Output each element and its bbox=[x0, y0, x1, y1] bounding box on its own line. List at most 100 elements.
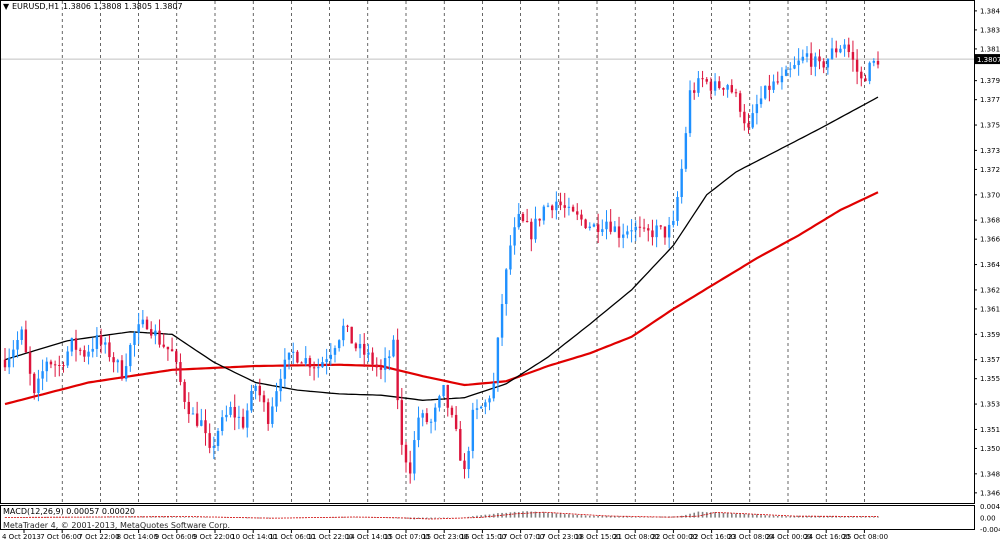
candle-body bbox=[312, 367, 316, 369]
moving-average-slow-line bbox=[4, 191, 879, 406]
y-axis-tick-label: 1.3735 bbox=[980, 147, 1000, 155]
macd-axis-label: -0.00471 bbox=[980, 526, 1000, 534]
candle-body bbox=[747, 123, 750, 128]
candle-body bbox=[108, 342, 111, 358]
y-axis-tick-label: 1.3680 bbox=[980, 217, 1000, 225]
candle-body bbox=[534, 218, 537, 240]
candle-body bbox=[776, 81, 779, 83]
candle-body bbox=[204, 420, 207, 434]
macd-plot-frame bbox=[0, 505, 975, 530]
candle-body bbox=[37, 378, 40, 394]
candle-body bbox=[793, 65, 796, 69]
candle-body bbox=[116, 360, 119, 363]
candle-body bbox=[16, 339, 19, 350]
macd-axis-label: 0.00 bbox=[980, 515, 996, 523]
candle-body bbox=[634, 226, 637, 231]
candle-body bbox=[492, 383, 495, 399]
x-axis-tick-label: 22 Oct 16:00 bbox=[690, 533, 736, 541]
candle-body bbox=[283, 359, 287, 379]
candle-body bbox=[396, 339, 399, 401]
candle-body bbox=[7, 357, 11, 368]
candle-body bbox=[768, 85, 771, 90]
candle-body bbox=[221, 417, 224, 431]
candle-body bbox=[429, 421, 433, 423]
candle-body bbox=[212, 445, 216, 448]
y-axis-tick-label: 1.3610 bbox=[980, 305, 1000, 313]
y-axis-tick-label: 1.3535 bbox=[980, 401, 1000, 409]
current-price-tag bbox=[975, 54, 1000, 65]
candle-body bbox=[818, 56, 821, 62]
candle-body bbox=[459, 428, 462, 461]
candle-body bbox=[847, 44, 850, 53]
candle-body bbox=[229, 406, 232, 415]
candle-body bbox=[622, 234, 625, 238]
candle-body bbox=[864, 78, 867, 82]
candle-body bbox=[505, 269, 508, 305]
candle-body bbox=[149, 329, 153, 336]
candle-body bbox=[830, 48, 834, 59]
chart-title-arrow: ▼ bbox=[3, 2, 10, 11]
candle-body bbox=[246, 410, 249, 428]
candle-body bbox=[759, 98, 763, 105]
candle-body bbox=[99, 335, 103, 345]
candle-body bbox=[87, 351, 90, 357]
candle-body bbox=[83, 350, 86, 357]
candle-body bbox=[655, 225, 658, 238]
candle-body bbox=[563, 205, 566, 208]
candle-body bbox=[383, 358, 387, 370]
candle-body bbox=[479, 406, 483, 409]
candle-body bbox=[308, 358, 312, 368]
candle-body bbox=[839, 48, 842, 53]
copyright-text: MetaTrader 4, © 2001-2013, MetaQuotes So… bbox=[3, 521, 230, 530]
candle-body bbox=[408, 462, 412, 474]
candle-body bbox=[484, 402, 487, 407]
candle-body bbox=[438, 396, 441, 408]
candle-body bbox=[392, 339, 395, 357]
candle-body bbox=[137, 324, 140, 333]
candle-body bbox=[78, 349, 82, 351]
candle-body bbox=[559, 201, 562, 206]
candle-body bbox=[676, 197, 679, 221]
candle-body bbox=[317, 367, 320, 369]
candle-body bbox=[855, 59, 859, 72]
y-axis-tick-label: 1.3570 bbox=[980, 356, 1000, 364]
candle-body bbox=[241, 416, 245, 428]
x-axis-tick-label: 9 Oct 22:00 bbox=[193, 533, 234, 541]
y-axis-tick-label: 1.3625 bbox=[980, 286, 1000, 294]
candle-body bbox=[588, 226, 591, 229]
candle-body bbox=[41, 371, 44, 379]
x-axis-tick-label: 15 Oct 23:00 bbox=[422, 533, 468, 541]
candle-body bbox=[404, 444, 408, 463]
candle-body bbox=[463, 460, 466, 470]
y-axis-tick-label: 1.3775 bbox=[980, 96, 1000, 104]
candle-body bbox=[584, 219, 587, 229]
y-axis-tick-label: 1.3480 bbox=[980, 470, 1000, 478]
candle-body bbox=[112, 357, 115, 363]
candle-body bbox=[363, 343, 366, 355]
candle-body bbox=[271, 406, 274, 424]
candle-body bbox=[684, 133, 688, 169]
candle-body bbox=[120, 360, 124, 379]
candle-body bbox=[500, 304, 504, 338]
candle-body bbox=[638, 226, 642, 228]
candle-body bbox=[49, 361, 53, 365]
y-axis-tick-label: 1.3665 bbox=[980, 236, 1000, 244]
candle-body bbox=[208, 433, 211, 448]
chart-symbol: EURUSD,H1 bbox=[12, 2, 59, 11]
y-axis-tick-label: 1.3590 bbox=[980, 331, 1000, 339]
candle-body bbox=[371, 352, 374, 365]
macd-signal-line bbox=[5, 511, 879, 520]
candle-body bbox=[609, 221, 612, 232]
candle-body bbox=[24, 329, 28, 353]
candle-body bbox=[91, 348, 94, 352]
candle-body bbox=[104, 342, 107, 345]
candle-body bbox=[66, 351, 69, 366]
candle-body bbox=[33, 373, 36, 394]
candle-body bbox=[693, 90, 696, 93]
candle-body bbox=[425, 413, 429, 422]
candle-body bbox=[124, 366, 128, 379]
candle-body bbox=[651, 230, 654, 238]
candle-body bbox=[601, 229, 604, 232]
